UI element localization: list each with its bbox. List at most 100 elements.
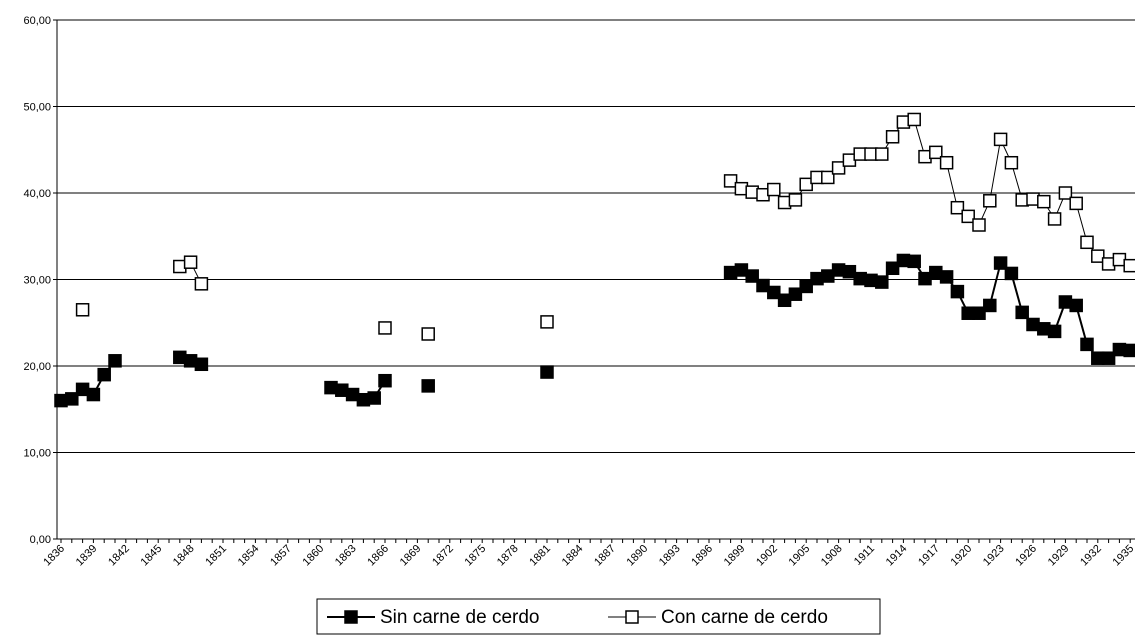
x-tick-label: 1905	[787, 543, 813, 569]
marker	[1080, 337, 1094, 352]
marker	[1047, 324, 1062, 339]
marker	[1004, 266, 1019, 281]
marker	[767, 182, 781, 197]
marker	[939, 270, 954, 284]
legend-label: Sin carne de cerdo	[380, 607, 540, 628]
marker	[1123, 343, 1135, 358]
y-tick-label: 60,00	[23, 15, 51, 27]
marker	[983, 298, 997, 313]
x-tick-label: 1902	[754, 543, 780, 569]
marker	[907, 254, 921, 269]
y-tick-label: 10,00	[23, 448, 51, 460]
marker	[183, 255, 198, 269]
x-tick-label: 1914	[884, 543, 910, 569]
marker	[745, 269, 759, 283]
marker	[799, 177, 813, 192]
y-tick-label: 40,00	[23, 188, 51, 200]
x-tick-label: 1908	[819, 543, 845, 569]
marker	[842, 264, 857, 279]
y-tick-label: 50,00	[23, 102, 51, 114]
x-tick-label: 1890	[625, 543, 651, 569]
legend-marker	[344, 610, 358, 624]
marker	[983, 194, 997, 208]
y-tick-label: 20,00	[23, 361, 51, 373]
marker	[421, 327, 435, 341]
marker	[1069, 298, 1083, 313]
x-tick-label: 1881	[527, 543, 553, 569]
legend-box	[316, 598, 881, 635]
marker	[756, 278, 770, 293]
marker	[367, 391, 381, 405]
marker	[885, 261, 900, 276]
marker	[788, 193, 803, 207]
x-tick-label: 1899	[722, 543, 748, 569]
marker	[875, 147, 889, 161]
marker	[1091, 249, 1105, 263]
x-tick-label: 1923	[981, 543, 1007, 569]
x-tick-label: 1896	[689, 543, 715, 569]
x-tick-label: 1929	[1046, 543, 1072, 569]
marker	[993, 132, 1008, 147]
marker	[1047, 212, 1062, 226]
marker	[1015, 305, 1029, 320]
marker	[929, 145, 943, 160]
x-tick-label: 1920	[949, 543, 975, 569]
marker	[378, 373, 392, 388]
y-tick-label: 0,00	[30, 534, 51, 546]
marker	[939, 155, 954, 170]
x-tick-label: 1893	[657, 543, 683, 569]
marker	[421, 379, 435, 393]
x-tick-label: 1911	[852, 543, 877, 568]
legend: Sin carne de cerdo Con carne de cerdo	[316, 598, 881, 635]
marker	[75, 303, 90, 317]
x-tick-label: 1932	[1078, 543, 1104, 569]
x-tick-label: 1854	[236, 543, 262, 569]
marker	[65, 392, 79, 406]
marker	[950, 200, 965, 215]
x-tick-label: 1860	[301, 543, 327, 569]
x-tick-label: 1845	[139, 543, 165, 569]
x-tick-label: 1887	[592, 543, 618, 569]
marker	[1069, 196, 1083, 211]
x-tick-label: 1848	[171, 543, 197, 569]
x-tick-label: 1842	[106, 543, 132, 569]
marker	[108, 354, 122, 368]
marker	[972, 218, 986, 232]
marker	[821, 170, 835, 185]
marker	[378, 321, 392, 335]
marker	[907, 112, 921, 127]
x-tick-label: 1866	[365, 543, 391, 569]
marker	[1101, 351, 1116, 365]
marker	[97, 367, 111, 382]
marker	[1004, 155, 1019, 170]
legend-label: Con carne de cerdo	[661, 607, 828, 628]
x-tick-label: 1863	[333, 543, 359, 569]
marker	[1080, 235, 1094, 250]
marker	[788, 287, 803, 301]
marker	[540, 365, 554, 379]
marker	[831, 161, 846, 175]
x-tick-label: 1836	[41, 543, 67, 569]
x-tick-label: 1935	[1111, 543, 1135, 569]
marker	[1058, 186, 1073, 200]
x-tick-label: 1884	[560, 543, 586, 569]
marker	[767, 285, 781, 300]
marker	[86, 387, 101, 402]
x-tick-label: 1917	[916, 543, 942, 569]
marker	[993, 256, 1008, 270]
marker	[194, 357, 209, 372]
x-tick-label: 1878	[495, 543, 521, 569]
x-tick-label: 1857	[268, 543, 294, 569]
x-tick-label: 1869	[398, 543, 424, 569]
marker	[1123, 258, 1135, 273]
x-tick-label: 1872	[430, 543, 456, 569]
marker	[799, 279, 813, 294]
y-tick-label: 30,00	[23, 275, 51, 287]
series-line	[60, 259, 1131, 402]
marker	[723, 174, 738, 188]
marker	[885, 130, 900, 144]
x-tick-label: 1875	[463, 543, 489, 569]
legend-marker	[625, 610, 639, 624]
x-tick-label: 1851	[203, 543, 229, 569]
